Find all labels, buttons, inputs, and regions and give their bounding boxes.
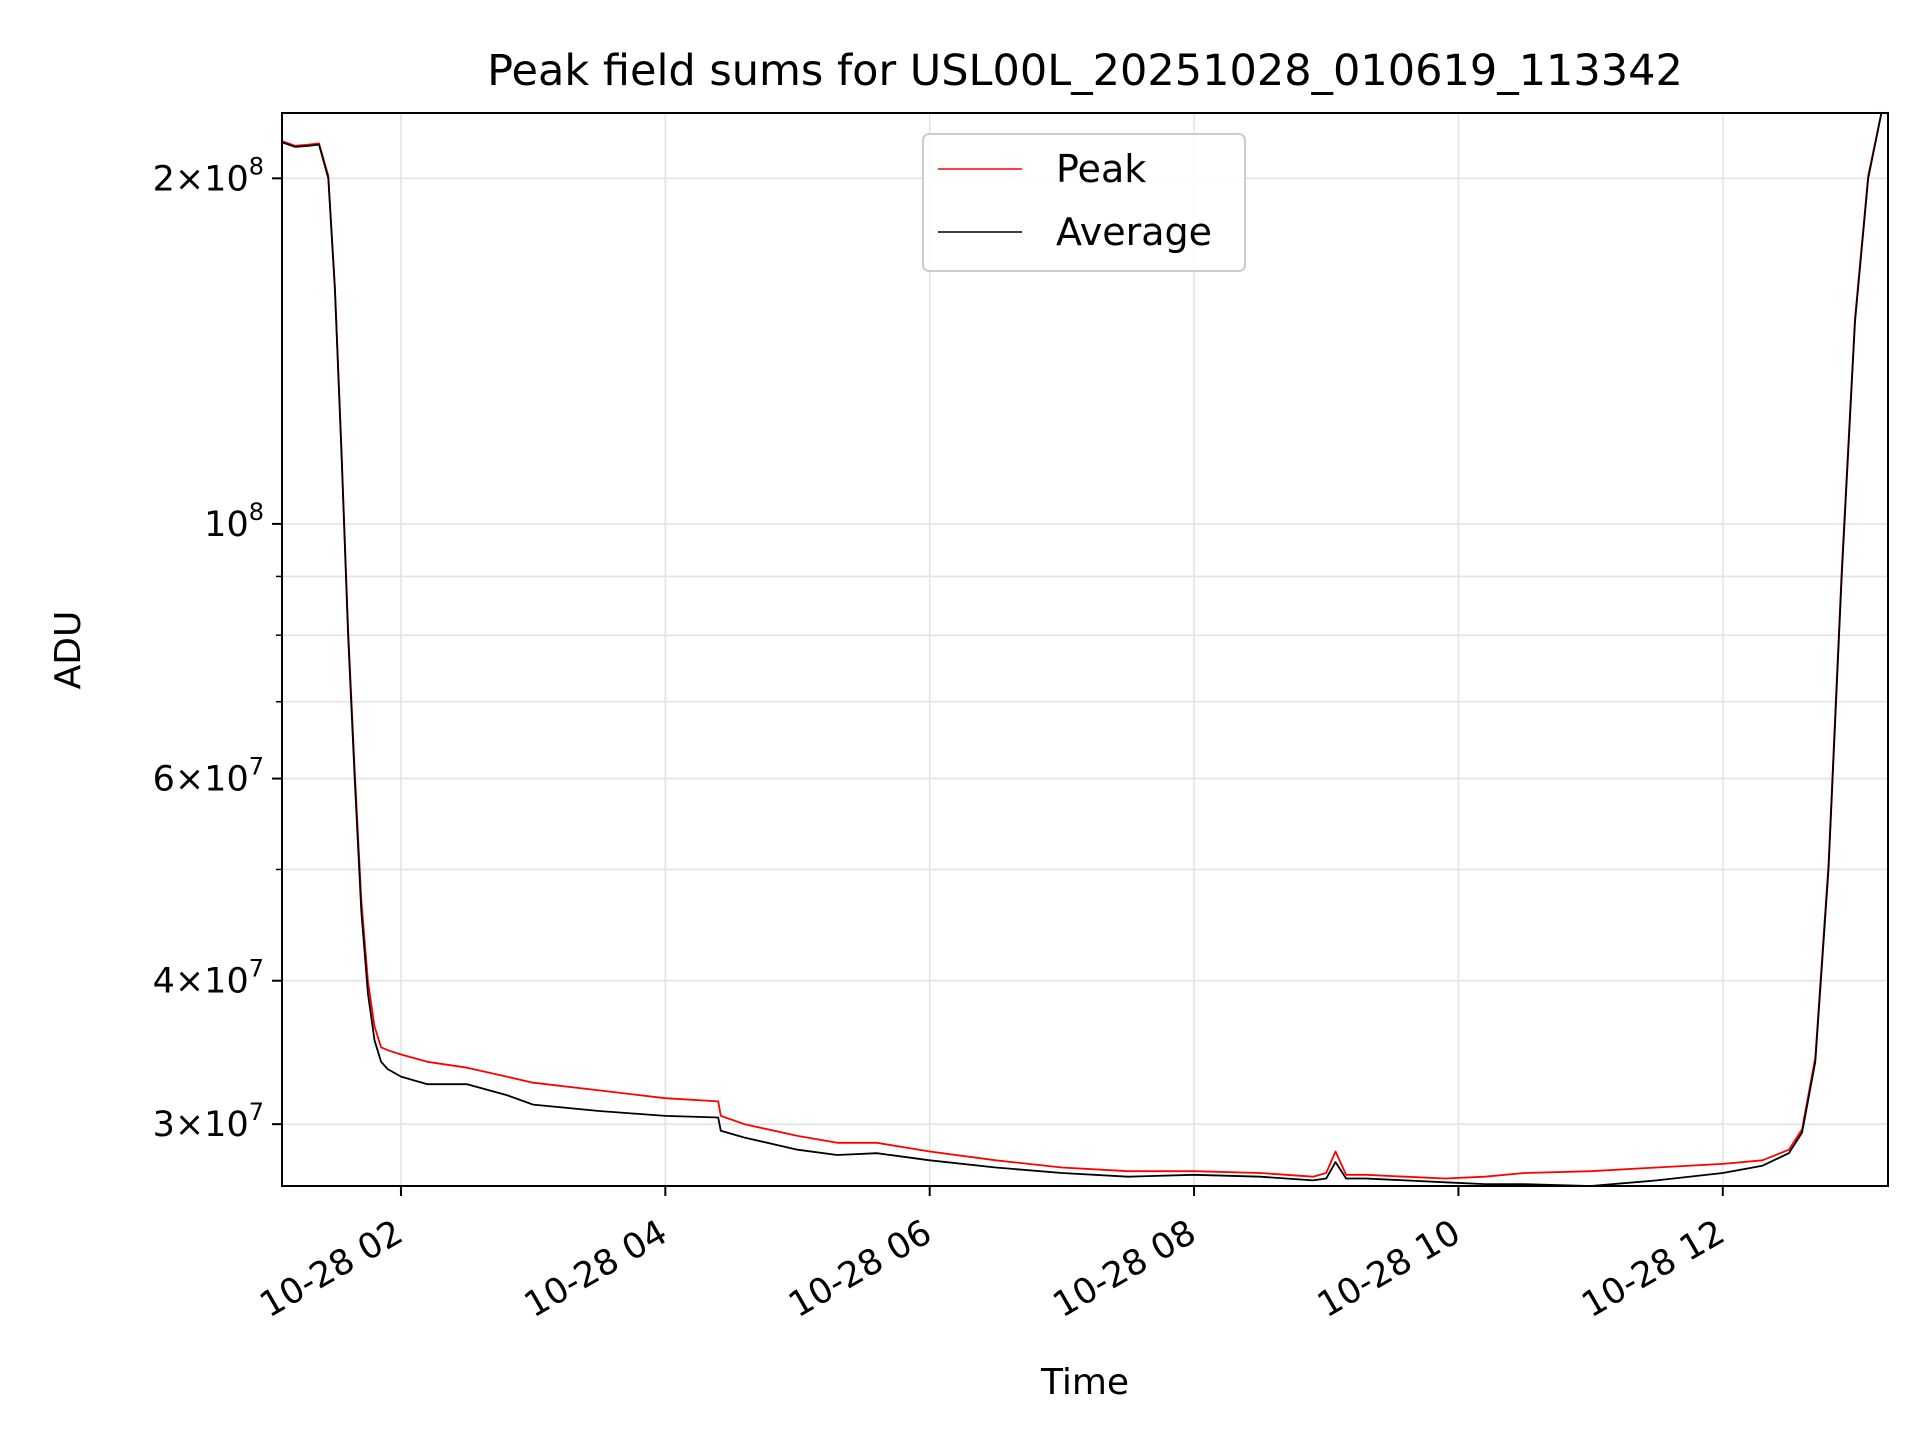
x-axis-label: Time [1040, 1362, 1129, 1403]
y-axis-label: ADU [48, 611, 89, 690]
plot-frame [281, 112, 1889, 1187]
legend: Peak Average [922, 133, 1246, 272]
y-tick-label: 4×107 [153, 955, 264, 1002]
y-tick-label: 108 [204, 498, 264, 545]
y-tick-label: 6×107 [153, 753, 264, 800]
series-line-average [281, 112, 1888, 1187]
legend-peak-label: Peak [1056, 147, 1146, 191]
legend-average-label: Average [1056, 210, 1212, 254]
y-tick-label: 3×107 [153, 1098, 264, 1145]
y-tick-label: 2×108 [153, 152, 264, 199]
chart-title: Peak field sums for USL00L_20251028_0106… [487, 46, 1683, 96]
series-layer [281, 112, 1888, 1187]
grid-layer [282, 113, 1888, 1186]
